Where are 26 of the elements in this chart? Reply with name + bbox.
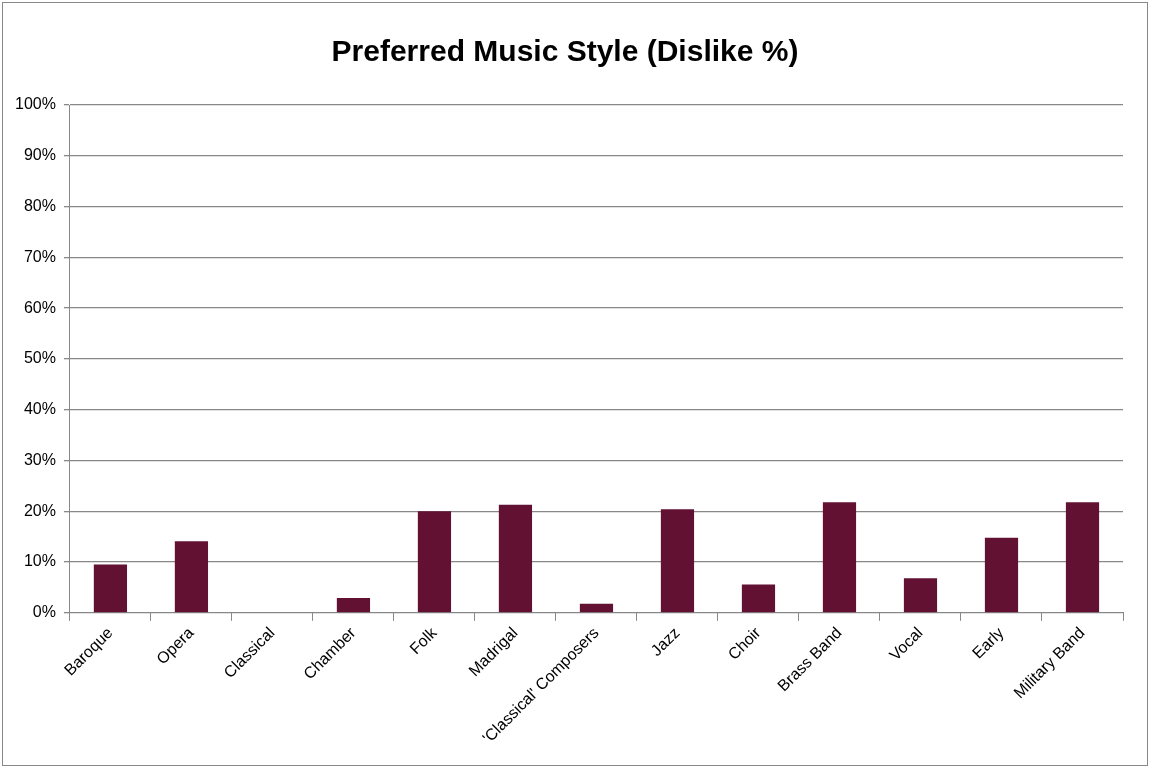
y-tick-label: 0% <box>32 603 56 621</box>
y-tick-label: 90% <box>23 146 56 164</box>
y-tick-label: 30% <box>23 450 56 468</box>
y-tick-label: 50% <box>23 349 56 367</box>
bar <box>741 584 776 613</box>
y-tick-label: 60% <box>23 298 56 316</box>
bar <box>660 509 695 613</box>
bar <box>903 578 938 613</box>
bar <box>417 511 452 613</box>
y-tick-label: 20% <box>23 501 56 519</box>
x-tick-label: Jazz <box>647 623 683 660</box>
x-tick-label: Folk <box>406 623 441 658</box>
bar <box>498 504 533 613</box>
bar <box>1065 502 1100 613</box>
bar <box>93 564 128 613</box>
y-tick-label: 70% <box>23 247 56 265</box>
y-tick-label: 100% <box>15 95 56 113</box>
y-tick-label: 80% <box>23 196 56 214</box>
bar <box>984 537 1019 613</box>
bar <box>336 598 371 613</box>
y-tick-label: 40% <box>23 400 56 418</box>
bar <box>579 603 614 613</box>
y-tick-label: 10% <box>23 552 56 570</box>
chart-title: Preferred Music Style (Dislike %) <box>331 34 799 68</box>
bar <box>822 502 857 613</box>
bar <box>174 541 209 613</box>
